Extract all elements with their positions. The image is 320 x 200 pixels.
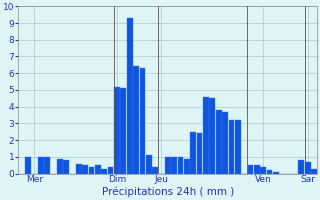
Bar <box>184 159 190 174</box>
Bar <box>311 169 317 174</box>
Bar <box>120 88 126 174</box>
Bar <box>260 167 266 174</box>
Bar <box>216 110 221 174</box>
Bar <box>171 157 177 174</box>
Bar <box>228 120 234 174</box>
Bar <box>210 98 215 174</box>
Bar <box>146 155 152 174</box>
Bar <box>203 97 209 174</box>
Bar <box>25 157 31 174</box>
Bar <box>89 167 94 174</box>
Bar <box>299 160 304 174</box>
Bar <box>197 133 203 174</box>
Bar <box>76 164 82 174</box>
Bar <box>178 157 183 174</box>
Bar <box>82 165 88 174</box>
Bar <box>127 18 132 174</box>
Bar <box>273 172 279 174</box>
Bar <box>267 170 272 174</box>
Bar <box>95 165 101 174</box>
Bar <box>133 66 139 174</box>
Bar <box>235 120 241 174</box>
X-axis label: Précipitations 24h ( mm ): Précipitations 24h ( mm ) <box>102 187 234 197</box>
Bar <box>38 157 44 174</box>
Bar <box>190 132 196 174</box>
Bar <box>140 68 145 174</box>
Bar <box>254 165 260 174</box>
Bar <box>63 160 69 174</box>
Bar <box>305 162 310 174</box>
Bar <box>222 112 228 174</box>
Bar <box>165 157 171 174</box>
Bar <box>57 159 63 174</box>
Bar <box>101 169 107 174</box>
Bar <box>44 157 50 174</box>
Bar <box>108 167 114 174</box>
Bar <box>152 167 158 174</box>
Bar <box>114 87 120 174</box>
Bar <box>248 165 253 174</box>
